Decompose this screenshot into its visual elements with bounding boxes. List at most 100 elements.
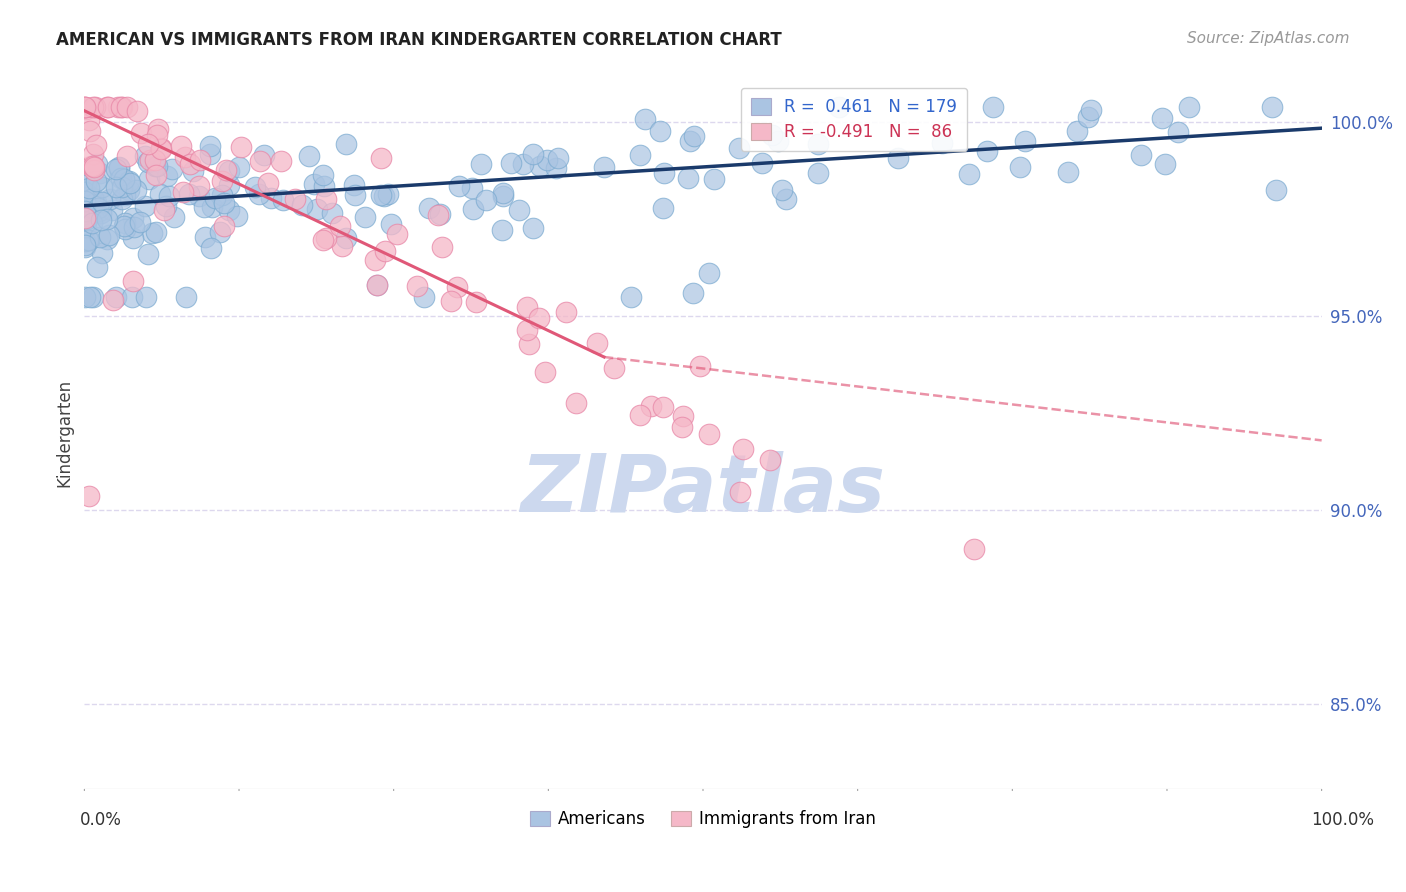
Point: [1154, 156, 1177, 170]
Point: [565, 396, 588, 410]
Point: [321, 206, 343, 220]
Point: [211, 174, 233, 188]
Point: [366, 277, 388, 292]
Point: [517, 337, 540, 351]
Point: [89, 230, 111, 244]
Point: [931, 136, 953, 150]
Point: [83, 163, 105, 178]
Point: [80, 159, 103, 173]
Point: [101, 203, 124, 218]
Point: [682, 285, 704, 300]
Point: [501, 156, 523, 170]
Point: [703, 171, 725, 186]
Point: [761, 128, 783, 142]
Point: [82, 100, 104, 114]
Point: [728, 141, 751, 155]
Point: [121, 274, 143, 288]
Point: [983, 100, 1005, 114]
Point: [146, 122, 169, 136]
Point: [651, 401, 673, 415]
Point: [243, 179, 266, 194]
Point: [406, 279, 429, 293]
Point: [828, 100, 851, 114]
Point: [146, 160, 169, 174]
Point: [149, 187, 172, 202]
Point: [374, 244, 396, 258]
Point: [1178, 100, 1201, 114]
Point: [177, 187, 200, 202]
Point: [73, 100, 96, 114]
Point: [79, 233, 101, 247]
Point: [115, 149, 138, 163]
Point: [121, 211, 143, 226]
Point: [83, 100, 105, 114]
Point: [200, 242, 222, 256]
Point: [536, 153, 558, 167]
Point: [330, 239, 353, 253]
Point: [90, 179, 112, 194]
Point: [107, 100, 129, 114]
Point: [188, 189, 211, 203]
Point: [149, 141, 172, 155]
Point: [463, 202, 485, 217]
Point: [440, 293, 463, 308]
Point: [73, 207, 96, 221]
Point: [957, 167, 980, 181]
Text: Source: ZipAtlas.com: Source: ZipAtlas.com: [1187, 31, 1350, 46]
Point: [75, 219, 97, 234]
Point: [170, 139, 193, 153]
Point: [77, 180, 100, 194]
Point: [73, 290, 96, 304]
Point: [312, 233, 335, 247]
Point: [83, 161, 105, 175]
Point: [516, 300, 538, 314]
Point: [127, 104, 149, 119]
Point: [139, 153, 162, 167]
Point: [187, 179, 209, 194]
Point: [302, 177, 325, 191]
Point: [112, 219, 135, 233]
Point: [271, 193, 294, 207]
Point: [335, 137, 357, 152]
Point: [114, 172, 136, 186]
Point: [179, 156, 201, 170]
Point: [247, 186, 270, 201]
Point: [671, 419, 693, 434]
Point: [491, 222, 513, 236]
Point: [208, 225, 231, 239]
Point: [1167, 126, 1189, 140]
Point: [260, 192, 283, 206]
Point: [105, 162, 128, 177]
Point: [121, 290, 143, 304]
Point: [108, 161, 131, 175]
Point: [198, 147, 221, 161]
Point: [555, 304, 578, 318]
Point: [329, 219, 352, 234]
Legend: Americans, Immigrants from Iran: Americans, Immigrants from Iran: [523, 804, 883, 835]
Point: [160, 162, 183, 177]
Point: [697, 267, 720, 281]
Point: [73, 169, 96, 184]
Point: [73, 234, 96, 248]
Point: [315, 193, 337, 207]
Point: [215, 163, 238, 178]
Point: [73, 185, 96, 199]
Point: [73, 211, 96, 225]
Point: [90, 212, 112, 227]
Point: [194, 230, 217, 244]
Point: [91, 246, 114, 260]
Point: [602, 361, 624, 376]
Point: [111, 179, 134, 194]
Point: [652, 166, 675, 180]
Point: [377, 187, 399, 202]
Point: [114, 217, 136, 231]
Point: [138, 136, 160, 151]
Point: [73, 238, 96, 252]
Point: [143, 159, 166, 173]
Point: [253, 148, 276, 162]
Point: [218, 203, 240, 218]
Point: [1129, 148, 1152, 162]
Point: [110, 170, 132, 185]
Point: [1066, 124, 1088, 138]
Point: [470, 157, 492, 171]
